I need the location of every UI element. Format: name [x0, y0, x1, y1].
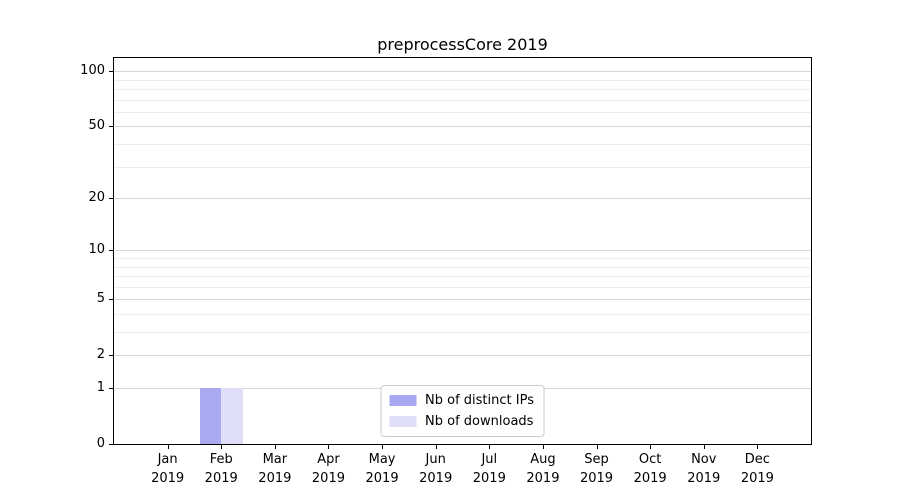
gridline-minor — [114, 89, 811, 91]
x-tick-mark — [703, 445, 705, 449]
gridline-minor — [114, 99, 811, 101]
x-tick-label-line: 2019 — [740, 471, 774, 486]
legend-label-downloads: Nb of downloads — [425, 414, 534, 429]
gridline-minor — [114, 166, 811, 168]
gridline-minor — [114, 111, 811, 113]
gridline-major — [114, 355, 811, 357]
x-tick-label-line: 2019 — [311, 471, 345, 486]
x-tick-label-line: Apr — [317, 452, 340, 467]
y-tick-label: 2 — [96, 347, 105, 363]
x-tick-label: Jul 2019 — [461, 450, 517, 488]
x-tick-label-line: Oct — [638, 452, 662, 467]
x-tick-mark — [596, 445, 598, 449]
legend-swatch-downloads-icon — [389, 416, 417, 427]
gridline-minor — [114, 79, 811, 81]
legend: Nb of distinct IPs Nb of downloads — [380, 385, 545, 437]
gridline-minor — [114, 286, 811, 288]
x-tick-label-line: 2019 — [687, 471, 721, 486]
x-tick-label-line: 2019 — [579, 471, 614, 486]
y-tick-mark — [109, 388, 113, 390]
y-tick-mark — [109, 250, 113, 252]
x-tick-label: Dec 2019 — [729, 450, 785, 488]
gridline-major — [114, 250, 811, 252]
gridline-minor — [114, 144, 811, 146]
gridline-minor — [114, 266, 811, 268]
gridline-minor — [114, 276, 811, 278]
x-tick-label-line: Sep — [584, 452, 609, 467]
x-tick-label-line: May — [368, 452, 396, 467]
y-tick-mark — [109, 126, 113, 128]
x-tick-mark — [221, 445, 223, 449]
x-tick-label-line: 2019 — [526, 471, 560, 486]
x-tick-label-line: Jan — [157, 452, 178, 467]
x-tick-mark — [489, 445, 491, 449]
x-tick-mark — [542, 445, 544, 449]
bar-distinct-ips — [199, 388, 222, 444]
x-tick-label: Jan 2019 — [140, 450, 196, 488]
y-tick-label: 20 — [88, 190, 105, 206]
y-tick-label: 1 — [96, 380, 105, 396]
x-tick-label-line: 2019 — [472, 471, 506, 486]
y-tick-label: 100 — [80, 63, 105, 79]
y-tick-label: 10 — [88, 242, 105, 258]
x-tick-mark — [328, 445, 330, 449]
chart-title: preprocessCore 2019 — [377, 35, 548, 54]
y-tick-mark — [109, 198, 113, 200]
x-tick-label-line: Dec — [744, 452, 770, 467]
x-tick-label-line: 2019 — [151, 471, 185, 486]
y-tick-label: 50 — [88, 118, 105, 134]
x-tick-label: Apr 2019 — [300, 450, 356, 488]
x-tick-mark — [274, 445, 276, 449]
x-tick-label: Jun 2019 — [408, 450, 464, 488]
y-tick-label: 0 — [96, 436, 105, 451]
gridline-major — [114, 71, 811, 73]
gridline-major — [114, 299, 811, 301]
gridline-major — [114, 198, 811, 200]
x-tick-label-line: Mar — [262, 452, 288, 467]
y-tick-mark — [109, 299, 113, 301]
x-tick-label-line: Jul — [481, 452, 498, 467]
y-tick-mark — [109, 355, 113, 357]
gridline-major — [114, 126, 811, 128]
x-tick-mark — [650, 445, 652, 449]
x-tick-label-line: Feb — [209, 452, 233, 467]
legend-item-distinct-ips: Nb of distinct IPs — [389, 392, 534, 409]
gridline-minor — [114, 314, 811, 315]
bar-downloads — [221, 388, 243, 444]
x-tick-label-line: 2019 — [365, 471, 399, 486]
legend-item-downloads: Nb of downloads — [389, 413, 534, 430]
gridline-minor — [114, 332, 811, 334]
y-tick-mark — [109, 444, 113, 445]
plot-area: Nb of distinct IPs Nb of downloads — [113, 57, 812, 445]
legend-swatch-distinct-ips-icon — [389, 395, 417, 406]
x-tick-label-line: Aug — [530, 452, 556, 467]
x-tick-mark — [382, 445, 384, 449]
gridline-minor — [114, 258, 811, 260]
x-tick-label-line: Nov — [691, 452, 717, 467]
x-tick-label: May 2019 — [354, 450, 410, 488]
x-tick-mark — [167, 445, 169, 449]
x-tick-label-line: Jun — [425, 452, 446, 467]
x-tick-mark — [757, 445, 759, 449]
x-tick-label: Nov 2019 — [676, 450, 732, 488]
x-tick-mark — [435, 445, 437, 449]
x-tick-label-line: 2019 — [258, 471, 292, 486]
x-tick-label-line: 2019 — [633, 471, 667, 486]
x-tick-label: Sep 2019 — [569, 450, 625, 488]
legend-label-distinct-ips: Nb of distinct IPs — [425, 393, 534, 408]
x-tick-label: Aug 2019 — [515, 450, 571, 488]
x-tick-label: Oct 2019 — [622, 450, 678, 488]
x-tick-label-line: 2019 — [419, 471, 453, 486]
x-tick-label: Mar 2019 — [247, 450, 303, 488]
y-tick-label: 5 — [96, 291, 105, 307]
y-tick-mark — [109, 71, 113, 73]
x-tick-label: Feb 2019 — [193, 450, 249, 488]
x-tick-label-line: 2019 — [204, 471, 238, 486]
